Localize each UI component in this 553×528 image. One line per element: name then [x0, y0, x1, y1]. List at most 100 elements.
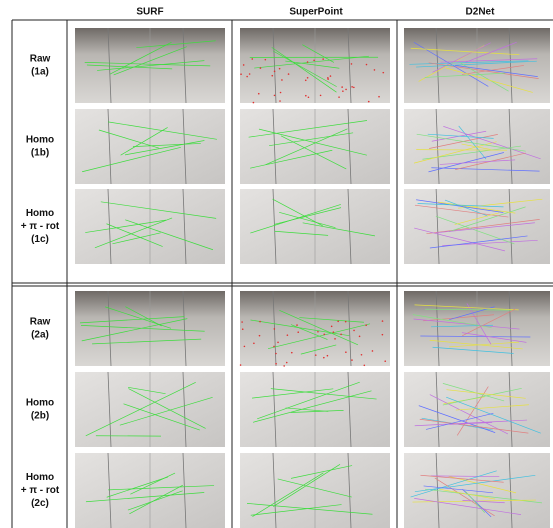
match-line — [410, 47, 520, 56]
match-line — [431, 167, 540, 172]
keypoint — [279, 91, 282, 94]
match-line — [413, 318, 520, 330]
keypoint — [329, 75, 332, 77]
match-line — [105, 306, 172, 329]
keypoint — [371, 350, 374, 352]
match-line — [414, 227, 505, 252]
match-line — [427, 133, 494, 139]
keypoint — [306, 76, 309, 79]
match-line — [429, 339, 523, 350]
tile-seam — [508, 452, 513, 528]
match-line — [422, 145, 522, 160]
keypoint — [240, 73, 242, 75]
keypoint — [279, 100, 281, 102]
image-pair — [75, 371, 225, 448]
match-line — [250, 204, 341, 234]
keypoint — [334, 338, 336, 340]
keypoint — [277, 341, 279, 344]
match-line — [414, 304, 519, 311]
match-line — [285, 407, 329, 412]
match-line — [435, 222, 535, 234]
match-line — [424, 72, 506, 78]
keypoint — [353, 86, 355, 89]
keypoint — [323, 333, 326, 336]
match-line — [113, 46, 187, 76]
match-line — [300, 344, 337, 355]
match-line — [252, 472, 324, 517]
keypoint — [286, 334, 289, 336]
keypoint — [297, 331, 300, 334]
keypoint — [378, 95, 380, 98]
tile-seam — [107, 452, 112, 528]
image-pair — [404, 290, 550, 367]
keypoint — [373, 69, 376, 71]
keypoint — [259, 67, 262, 69]
match-line — [132, 143, 201, 147]
keypoint — [330, 325, 333, 328]
tile-seam — [435, 371, 440, 448]
keypoint — [287, 73, 290, 75]
row-label: + π - rot — [21, 221, 60, 232]
keypoint — [360, 353, 363, 356]
match-line — [302, 222, 376, 237]
match-line — [120, 127, 168, 156]
match-line — [279, 310, 359, 346]
match-line — [85, 492, 205, 503]
match-line — [252, 388, 334, 399]
match-line — [420, 335, 531, 338]
keypoint — [322, 58, 324, 60]
match-line — [94, 217, 173, 249]
keypoint — [365, 63, 368, 66]
match-line — [271, 47, 337, 93]
keypoint — [275, 352, 277, 355]
match-line — [273, 464, 341, 507]
keypoint — [340, 333, 342, 336]
keypoint — [248, 73, 251, 75]
match-line — [108, 485, 215, 491]
tile-seam — [435, 188, 440, 265]
match-line — [416, 133, 526, 152]
tile-seam — [347, 108, 352, 185]
keypoint — [275, 362, 277, 365]
match-line — [449, 306, 495, 321]
row-label: Homo — [26, 135, 54, 146]
tile-seam — [107, 290, 112, 367]
match-line — [130, 472, 176, 495]
match-line — [414, 498, 522, 515]
image-pair — [239, 290, 390, 367]
tile-seam — [272, 452, 277, 528]
match-line — [125, 219, 214, 251]
match-line — [250, 319, 350, 337]
match-line — [285, 60, 340, 69]
row-label: (2a) — [31, 330, 49, 341]
keypoint — [281, 79, 283, 81]
match-line — [124, 140, 205, 156]
match-line — [250, 149, 333, 169]
match-line — [437, 201, 516, 214]
keypoint — [296, 324, 298, 326]
keypoint — [273, 94, 276, 97]
image-pair — [240, 27, 390, 104]
match-line — [461, 332, 527, 343]
match-line — [250, 504, 342, 516]
match-line — [409, 60, 529, 65]
tile-seam — [435, 27, 440, 104]
match-line — [413, 141, 497, 164]
tile-seam — [182, 188, 187, 265]
match-line — [81, 318, 188, 342]
tile-seam — [107, 371, 112, 448]
keypoint — [351, 86, 353, 88]
tile-seam — [508, 371, 513, 448]
match-line — [109, 41, 172, 75]
match-line — [426, 219, 540, 235]
column-header: D2Net — [466, 7, 496, 18]
match-line — [442, 383, 505, 402]
keypoint — [337, 320, 339, 323]
keypoint — [313, 59, 315, 62]
match-line — [127, 490, 183, 511]
match-line — [429, 394, 509, 435]
match-line — [432, 346, 514, 354]
match-line — [417, 203, 504, 208]
row-label: (1a) — [31, 67, 49, 78]
match-line — [129, 484, 183, 515]
